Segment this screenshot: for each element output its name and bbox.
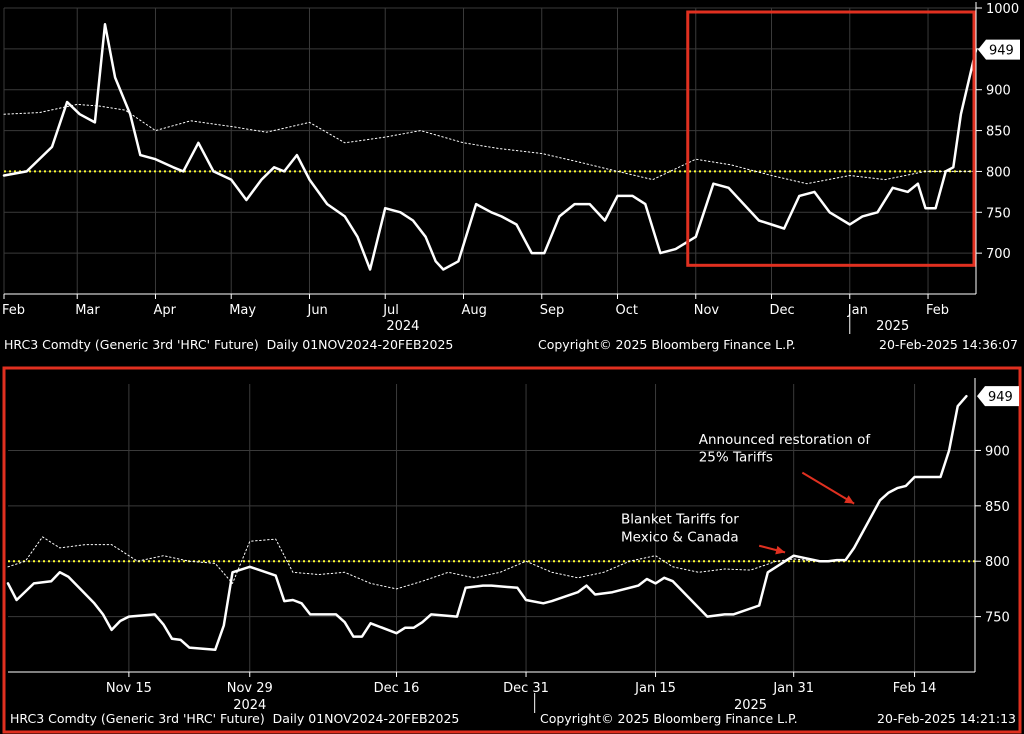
- top-year-label: 2024: [386, 319, 419, 334]
- bottom-annotation-text: Blanket Tariffs for: [621, 512, 739, 528]
- bottom-series-dotted-line: [7, 536, 846, 590]
- top-x-tick-label: Jan: [847, 303, 868, 318]
- top-series: [2, 23, 978, 271]
- top-y-tick-label: 900: [986, 84, 1011, 99]
- bottom-footer-center: Copyright© 2025 Bloomberg Finance L.P.: [540, 711, 798, 726]
- bottom-x-tick-label: Jan 31: [772, 681, 814, 696]
- bottom-x-tick-label: Feb 14: [893, 681, 937, 696]
- top-series-solid-line: [2, 23, 978, 271]
- bottom-annotation-arrow-head: [844, 495, 855, 504]
- top-x-tick-label: Mar: [75, 303, 100, 318]
- top-y-axis: 7007508008509009501000949: [975, 2, 1020, 294]
- bottom-y-tick-label: 800: [985, 555, 1010, 570]
- bottom-x-tick-label: Nov 29: [227, 681, 273, 696]
- bottom-last-value-label: 949: [988, 390, 1013, 405]
- bottom-annotation-text: Announced restoration of: [699, 432, 872, 448]
- bottom-series: [6, 394, 968, 652]
- top-x-tick-label: Aug: [461, 303, 486, 318]
- bottom-chart: 750 800 850 900 949 Nov 15 Nov 29 Dec 16 Dec 31…: [2, 366, 1022, 734]
- top-highlight-box: [686, 10, 976, 267]
- top-x-tick-label: Apr: [153, 303, 176, 318]
- top-footer-right: 20-Feb-2025 14:36:07: [879, 337, 1018, 352]
- top-y-tick-label: 700: [986, 247, 1011, 262]
- top-x-tick-label: Feb: [2, 303, 25, 318]
- top-footer: HRC3 Comdty (Generic 3rd 'HRC' Future) D…: [4, 337, 1018, 352]
- top-y-tick-label: 1000: [986, 2, 1019, 17]
- top-highlight: [686, 10, 976, 267]
- bottom-footer-right: 20-Feb-2025 14:21:13: [877, 711, 1016, 726]
- bottom-annotation-arrow-shaft: [801, 471, 855, 505]
- top-footer-left: HRC3 Comdty (Generic 3rd 'HRC' Future) D…: [4, 337, 453, 352]
- bottom-series-solid-line: [6, 394, 968, 652]
- bottom-annotation-text: 25% Tariffs: [699, 450, 773, 466]
- bottom-footer: HRC3 Comdty (Generic 3rd 'HRC' Future) D…: [10, 711, 1016, 726]
- top-x-tick-label: Nov: [694, 303, 720, 318]
- top-chart: 7007508008509009501000949 FebMarAprMayJu…: [2, 2, 1020, 352]
- top-x-tick-label: Feb: [926, 303, 949, 318]
- top-x-tick-label: May: [229, 303, 256, 318]
- top-year-label: 2025: [876, 319, 909, 334]
- bottom-y-tick-label: 750: [985, 611, 1010, 626]
- top-x-axis: Feb Mar Apr May Jun Jul Aug Sep Oct Nov Dec Jan Feb 2…: [2, 293, 976, 334]
- top-x-tick-label: Sep: [540, 303, 565, 318]
- top-x-tick-label: Oct: [615, 303, 637, 318]
- top-last-value-badge: [978, 39, 1020, 60]
- bottom-x-axis: Nov 15 Nov 29 Dec 16 Dec 31 Jan 15 Jan 31 Feb …: [8, 671, 975, 713]
- bottom-x-tick-label: Nov 15: [106, 681, 152, 696]
- top-x-tick-label: Jul: [382, 303, 399, 318]
- top-series-dotted-line: [3, 103, 977, 185]
- bottom-y-tick-label: 850: [985, 500, 1010, 515]
- bottom-y-axis: 750 800 850 900 949: [974, 378, 1019, 672]
- bottom-last-value-badge: [977, 386, 1019, 407]
- top-y-tick-label: 750: [986, 206, 1011, 221]
- top-grid: [3, 7, 976, 294]
- bottom-x-tick-label: Dec 16: [374, 681, 420, 696]
- bottom-annotation-arrow-head: [775, 545, 786, 555]
- top-x-tick-label: Jun: [306, 303, 327, 318]
- bottom-year-label: 2025: [734, 698, 767, 713]
- bottom-x-tick-label: Jan 15: [634, 681, 676, 696]
- bottom-red-frame: [2, 366, 1022, 734]
- top-last-value-label: 949: [989, 44, 1014, 59]
- bottom-footer-left: HRC3 Comdty (Generic 3rd 'HRC' Future) D…: [10, 711, 459, 726]
- bottom-annotation-text: Mexico & Canada: [621, 529, 739, 545]
- bottom-y-tick-label: 900: [985, 444, 1010, 459]
- top-y-tick-label: 800: [986, 165, 1011, 180]
- top-x-tick-label: Dec: [770, 303, 795, 318]
- bottom-x-tick-label: Dec 31: [503, 681, 549, 696]
- top-footer-center: Copyright© 2025 Bloomberg Finance L.P.: [538, 337, 796, 352]
- bottom-year-label: 2024: [233, 698, 266, 713]
- top-y-tick-label: 850: [986, 125, 1011, 140]
- bottom-grid: [8, 384, 975, 672]
